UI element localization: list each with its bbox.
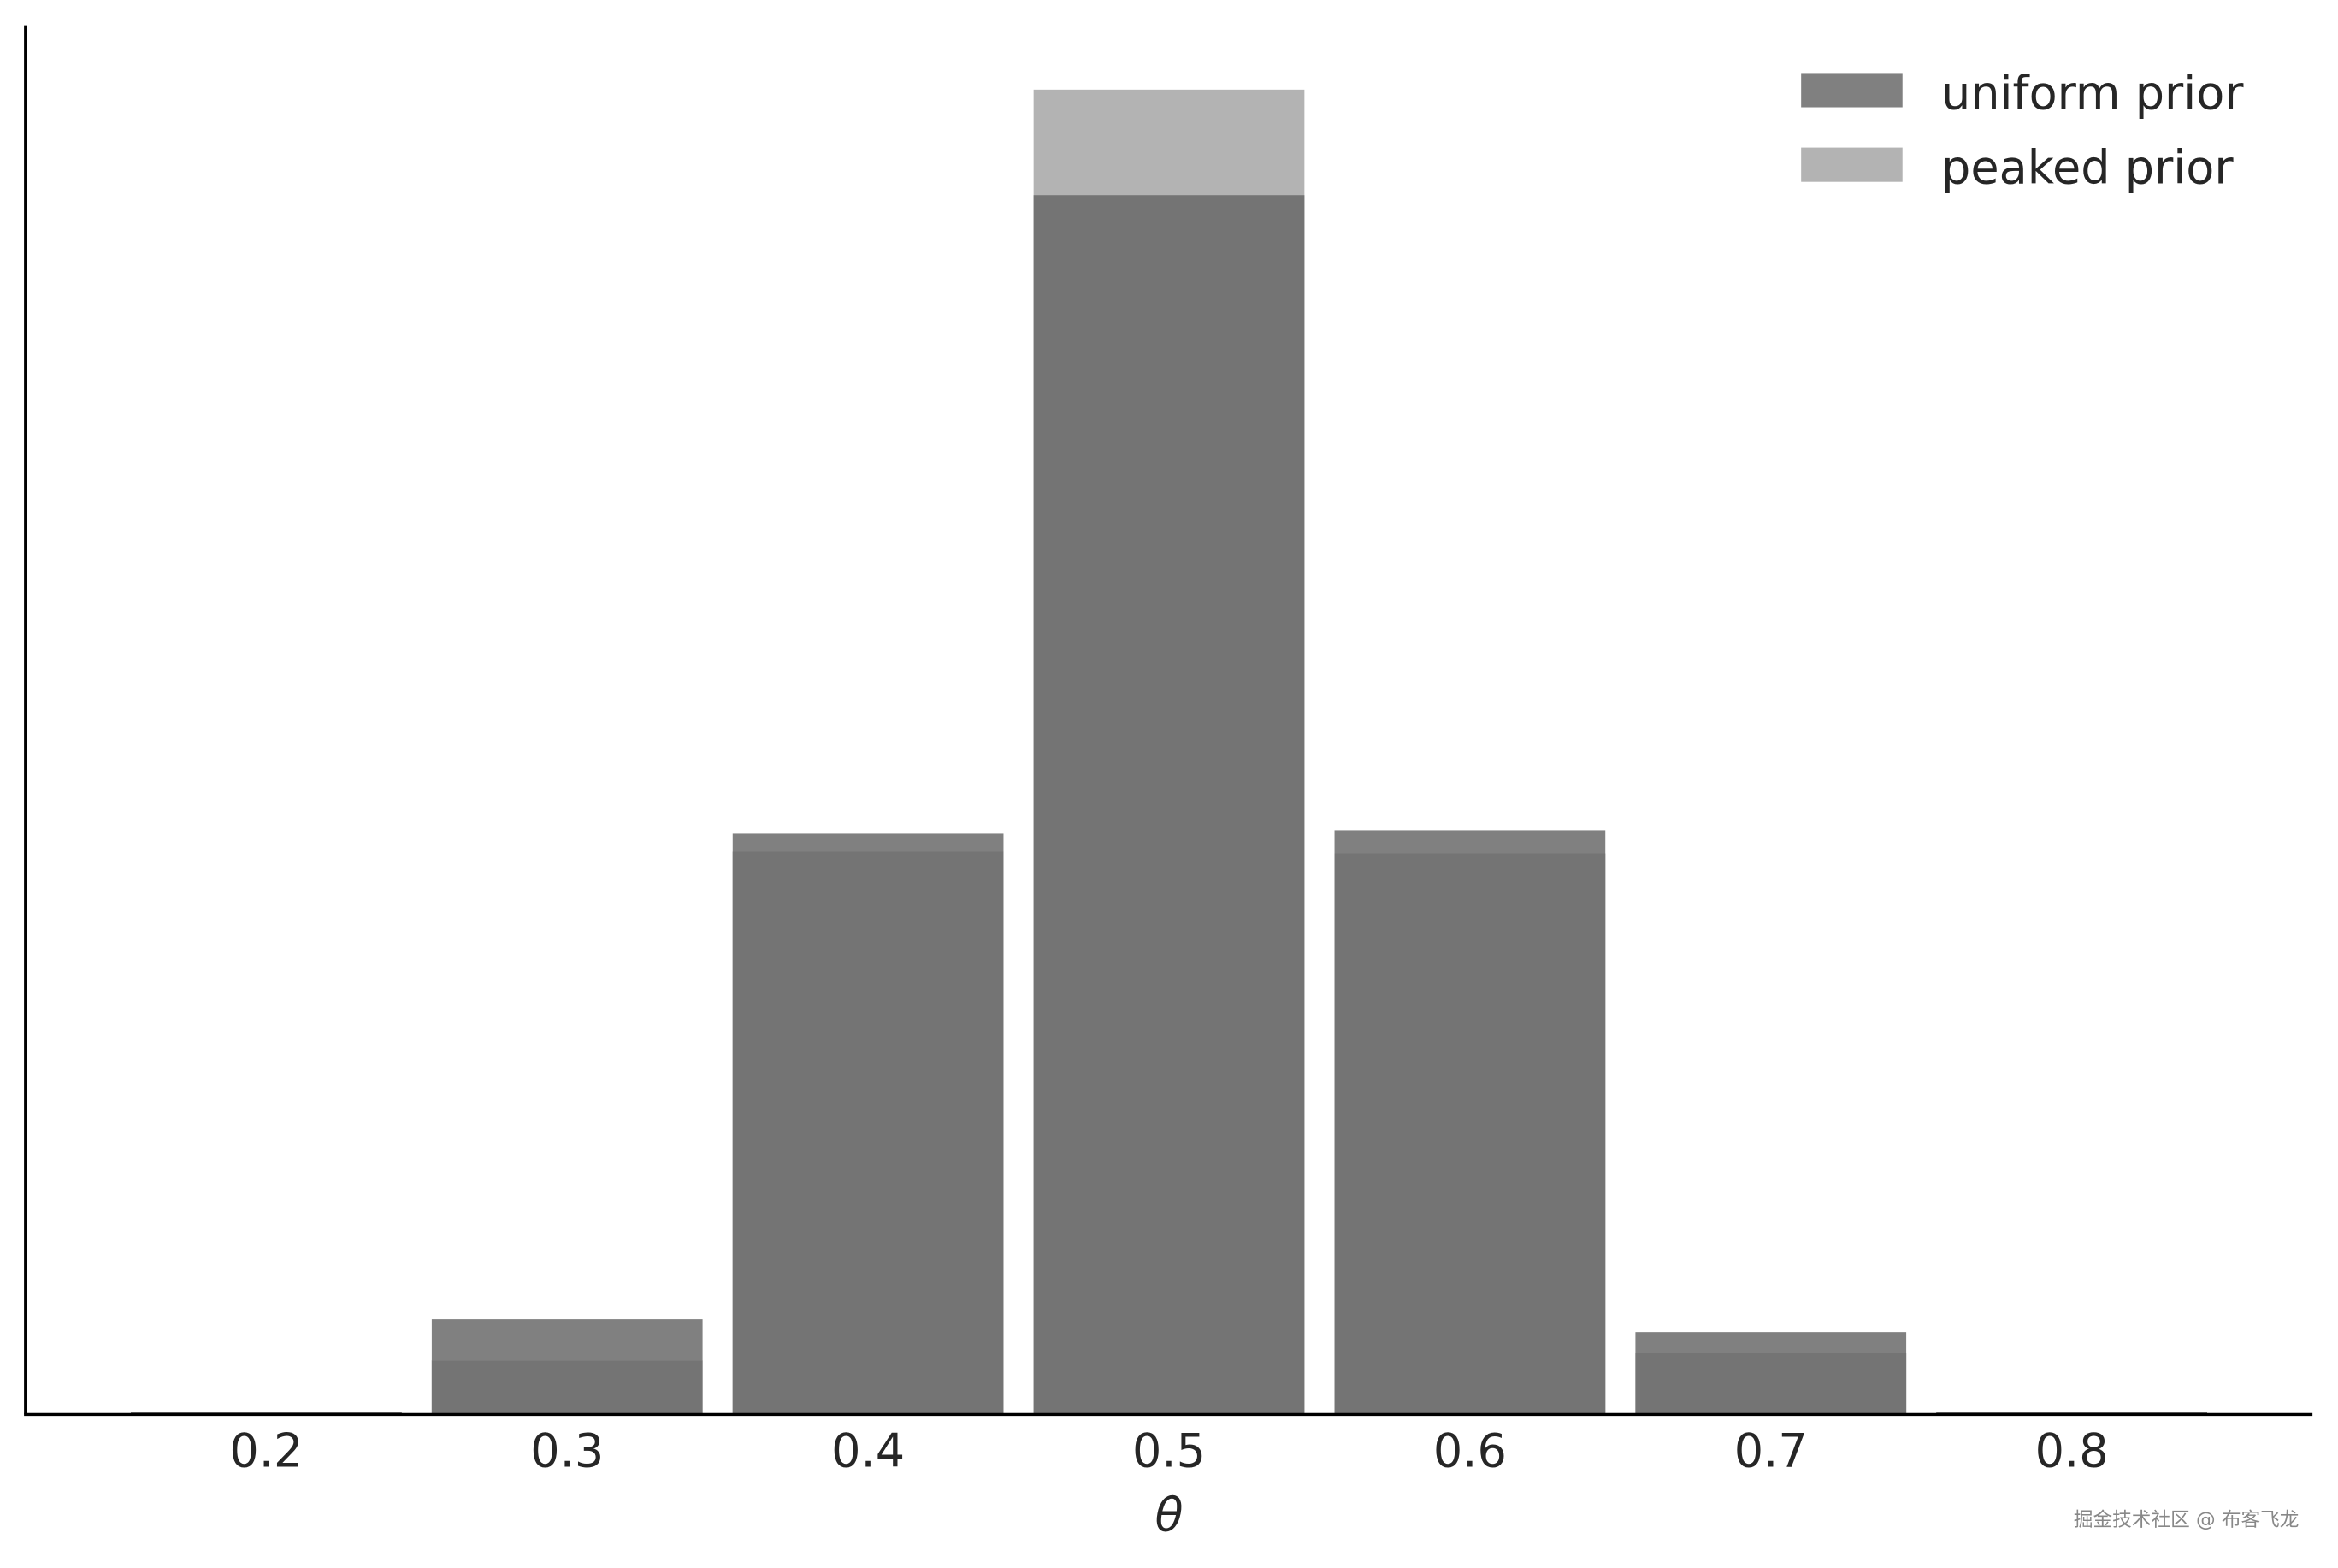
x-tick-labels: 0.2 0.3 0.4 0.5 0.6 0.7 0.8 — [229, 1424, 2108, 1477]
legend-swatch-uniform-prior — [1801, 73, 1903, 108]
x-tick-label: 0.8 — [2035, 1424, 2109, 1477]
x-tick-label: 0.7 — [1734, 1424, 1808, 1477]
x-tick-label: 0.2 — [229, 1424, 303, 1477]
x-tick-label: 0.4 — [831, 1424, 905, 1477]
bar-overlap-0.3 — [431, 1360, 703, 1415]
legend: uniform prior peaked prior — [1801, 66, 2244, 194]
legend-label-peaked-prior: peaked prior — [1941, 140, 2234, 194]
bar-overlap-0.5 — [1033, 195, 1305, 1415]
x-tick-label: 0.6 — [1433, 1424, 1507, 1477]
x-axis-label: θ — [1154, 1488, 1183, 1541]
bar-overlap-0.6 — [1334, 853, 1606, 1415]
bar-overlap-0.4 — [732, 851, 1004, 1415]
x-tick-label: 0.3 — [530, 1424, 604, 1477]
x-tick-label: 0.5 — [1132, 1424, 1206, 1477]
bars-group — [131, 89, 2207, 1415]
legend-swatch-peaked-prior — [1801, 147, 1903, 182]
bar-overlap-0.7 — [1635, 1353, 1907, 1415]
watermark: 掘金技术社区 @ 布客飞龙 — [2074, 1509, 2300, 1531]
legend-label-uniform-prior: uniform prior — [1941, 66, 2244, 120]
